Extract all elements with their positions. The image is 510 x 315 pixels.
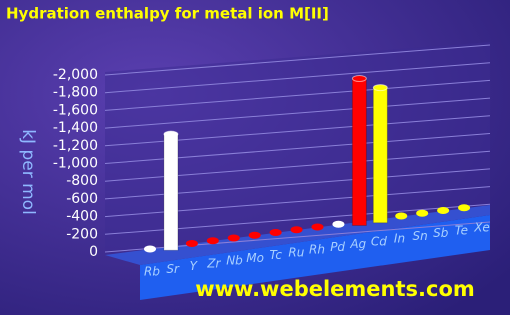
y-axis-label: kJ per mol [18, 129, 38, 215]
bar [372, 87, 388, 224]
grid-line [104, 62, 491, 94]
empty-marker [269, 229, 282, 236]
x-tick-label: Ru [288, 245, 304, 259]
x-tick-label: Rb [144, 265, 160, 279]
x-tick-label: Mo [246, 251, 264, 265]
y-tick-label: -800 [66, 173, 98, 189]
y-tick-label: -2,000 [53, 67, 98, 83]
bar [351, 78, 367, 226]
y-tick-label: 0 [89, 244, 98, 260]
x-tick-label: Rh [309, 243, 325, 257]
y-tick-label: -1,600 [53, 102, 98, 118]
x-tick-label: Sb [433, 226, 449, 240]
grid-line [104, 97, 491, 129]
empty-marker [458, 204, 471, 212]
x-tick-label: Te [455, 223, 468, 237]
chart-title: Hydration enthalpy for metal ion M[II] [6, 5, 329, 23]
empty-marker [332, 220, 345, 228]
y-tick-label: -1,800 [53, 85, 98, 101]
floor-front [140, 215, 490, 300]
grid-line [104, 44, 491, 76]
empty-marker [206, 237, 219, 245]
y-tick-label: -1,400 [53, 120, 98, 136]
y-tick-label: -400 [66, 209, 98, 225]
bar [163, 133, 179, 251]
empty-marker [227, 234, 240, 242]
y-tick-label: -600 [66, 191, 98, 207]
y-tick-label: -1,200 [53, 138, 98, 154]
empty-marker [144, 245, 156, 253]
watermark: www.webelements.com [195, 277, 475, 301]
y-tick-label: -200 [66, 226, 98, 242]
y-tick-label: -1,000 [53, 156, 98, 172]
empty-marker [290, 226, 303, 234]
empty-marker [311, 223, 324, 231]
empty-marker [437, 207, 450, 214]
x-tick-label: Tc [270, 248, 283, 262]
x-tick-label: Y [190, 259, 199, 273]
empty-marker [395, 212, 408, 220]
x-tick-label: Sn [413, 229, 428, 243]
empty-marker [248, 231, 261, 239]
x-tick-label: Pd [330, 240, 345, 254]
x-tick-label: Zr [206, 256, 221, 270]
x-tick-label: Ag [349, 237, 366, 251]
x-tick-label: Cd [371, 234, 387, 248]
x-tick-label: Xe [473, 221, 490, 235]
x-tick-label: In [394, 232, 405, 246]
bar-top [372, 84, 388, 92]
bar-top [163, 130, 179, 138]
empty-marker [416, 209, 429, 217]
bar-top [351, 75, 367, 83]
x-tick-label: Nb [226, 254, 243, 268]
empty-marker [185, 240, 198, 247]
floor-top [105, 205, 490, 265]
grid-line [104, 79, 491, 111]
x-tick-label: Sr [166, 262, 180, 276]
